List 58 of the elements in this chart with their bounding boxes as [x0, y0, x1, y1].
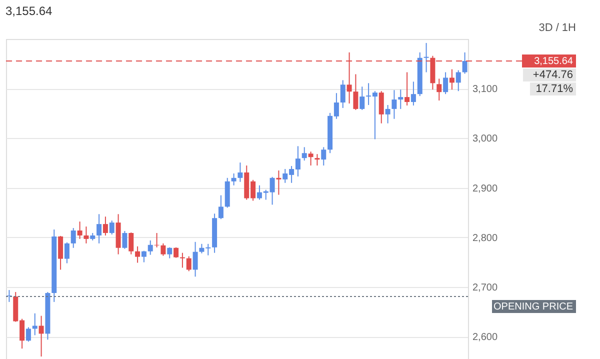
- candlestick: [410, 81, 416, 106]
- y-tick-label: 2,800: [472, 232, 498, 244]
- candlestick: [392, 90, 397, 120]
- candlestick: [462, 52, 468, 74]
- candlestick: [192, 241, 198, 278]
- candlestick: [174, 246, 179, 258]
- candlestick: [398, 89, 404, 110]
- candlestick: [26, 326, 31, 342]
- y-tick-label: 2,700: [472, 282, 498, 294]
- candlestick: [141, 250, 146, 263]
- candlestick: [443, 72, 448, 95]
- candlestick: [180, 252, 185, 268]
- candlestick: [436, 78, 442, 102]
- candlestick: [231, 172, 236, 186]
- candlestick: [70, 228, 76, 248]
- ref-line-label: 3,155.64: [534, 56, 574, 68]
- chart-title: 3,155.64: [6, 4, 53, 18]
- candlestick: [456, 70, 461, 92]
- candlestick: [154, 232, 160, 248]
- text: 17.71%: [536, 83, 574, 96]
- y-tick-label: 2,600: [472, 332, 498, 344]
- candlestick: [6, 290, 12, 302]
- candlestick: [186, 256, 192, 272]
- y-tick-label: 2,900: [472, 183, 498, 194]
- candlestick: [38, 315, 44, 358]
- candlestick: [308, 151, 314, 166]
- candlestick: [64, 242, 70, 264]
- candlestick: [321, 146, 326, 166]
- candlestick: [404, 72, 410, 106]
- candlestick: [102, 216, 108, 236]
- candlestick: [314, 154, 320, 166]
- candlestick: [353, 74, 358, 110]
- candlestick: [360, 86, 365, 110]
- candlestick: [218, 194, 224, 220]
- candlestick: [128, 232, 134, 255]
- y-tick-label: 3,000: [472, 134, 498, 145]
- candlestick: [122, 230, 128, 250]
- candlestick: [449, 68, 454, 90]
- candlestick: [96, 214, 102, 244]
- candlestick: [424, 42, 429, 73]
- candlestick: [84, 226, 89, 244]
- y-tick-label: 3,100: [472, 84, 498, 96]
- ref-line-label: OPENING PRICE: [494, 302, 574, 313]
- candlestick: [276, 170, 282, 196]
- candlestick: [77, 221, 82, 240]
- candlestick: [238, 162, 243, 182]
- candlestick: [135, 246, 140, 264]
- candlestick: [378, 90, 384, 124]
- candlestick: [58, 235, 64, 270]
- candlestick: [148, 240, 153, 256]
- candlestick: [340, 80, 346, 108]
- candlestick: [302, 146, 307, 162]
- text: +474.76: [532, 69, 573, 82]
- candlestick: [109, 220, 114, 235]
- candlestick: [385, 104, 390, 124]
- candlestick: [160, 242, 166, 256]
- candlestick: [167, 246, 172, 259]
- text: 3D / 1H: [538, 22, 576, 34]
